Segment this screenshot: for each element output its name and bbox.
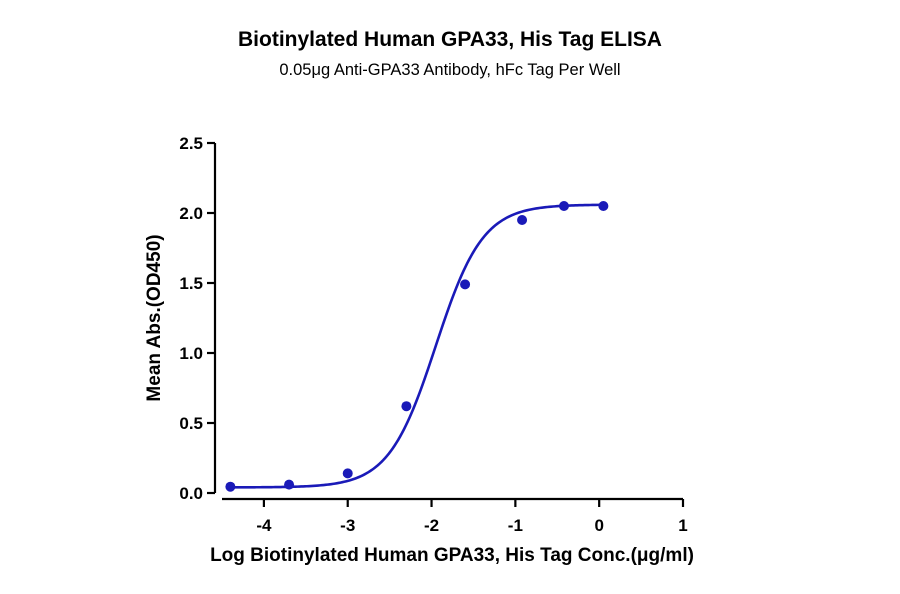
data-point xyxy=(598,201,609,211)
axes: 0.0 0.5 1.0 1.5 2.0 2.5 -4 -3 -2 -1 0 1 xyxy=(179,134,687,535)
y-axis-title: Mean Abs.(OD450) xyxy=(144,234,165,401)
y-tick-label: 2.5 xyxy=(179,134,203,153)
data-point xyxy=(401,401,412,412)
x-tick-label: 1 xyxy=(678,516,687,535)
y-tick-label: 0.5 xyxy=(179,414,203,433)
x-tick-label: 0 xyxy=(594,516,603,535)
data-point xyxy=(558,201,569,211)
data-point xyxy=(517,215,528,225)
data-point xyxy=(225,481,236,492)
y-tick-label: 2.0 xyxy=(179,204,203,223)
data-point xyxy=(342,468,353,479)
y-tick-label: 1.0 xyxy=(179,344,203,363)
x-tick-label: -2 xyxy=(424,516,439,535)
fit-curve xyxy=(230,203,604,489)
x-tick-label: -4 xyxy=(256,516,272,535)
chart-title: Biotinylated Human GPA33, His Tag ELISA xyxy=(238,28,662,51)
y-tick-label: 1.5 xyxy=(179,274,203,293)
data-point xyxy=(460,279,471,290)
data-points xyxy=(225,201,609,492)
x-tick-label: -1 xyxy=(508,516,523,535)
x-tick-label: -3 xyxy=(340,516,355,535)
x-axis-title: Log Biotinylated Human GPA33, His Tag Co… xyxy=(210,545,694,566)
y-tick-label: 0.0 xyxy=(179,484,203,503)
chart-subtitle: 0.05μg Anti-GPA33 Antibody, hFc Tag Per … xyxy=(279,61,621,79)
data-point xyxy=(284,479,295,490)
